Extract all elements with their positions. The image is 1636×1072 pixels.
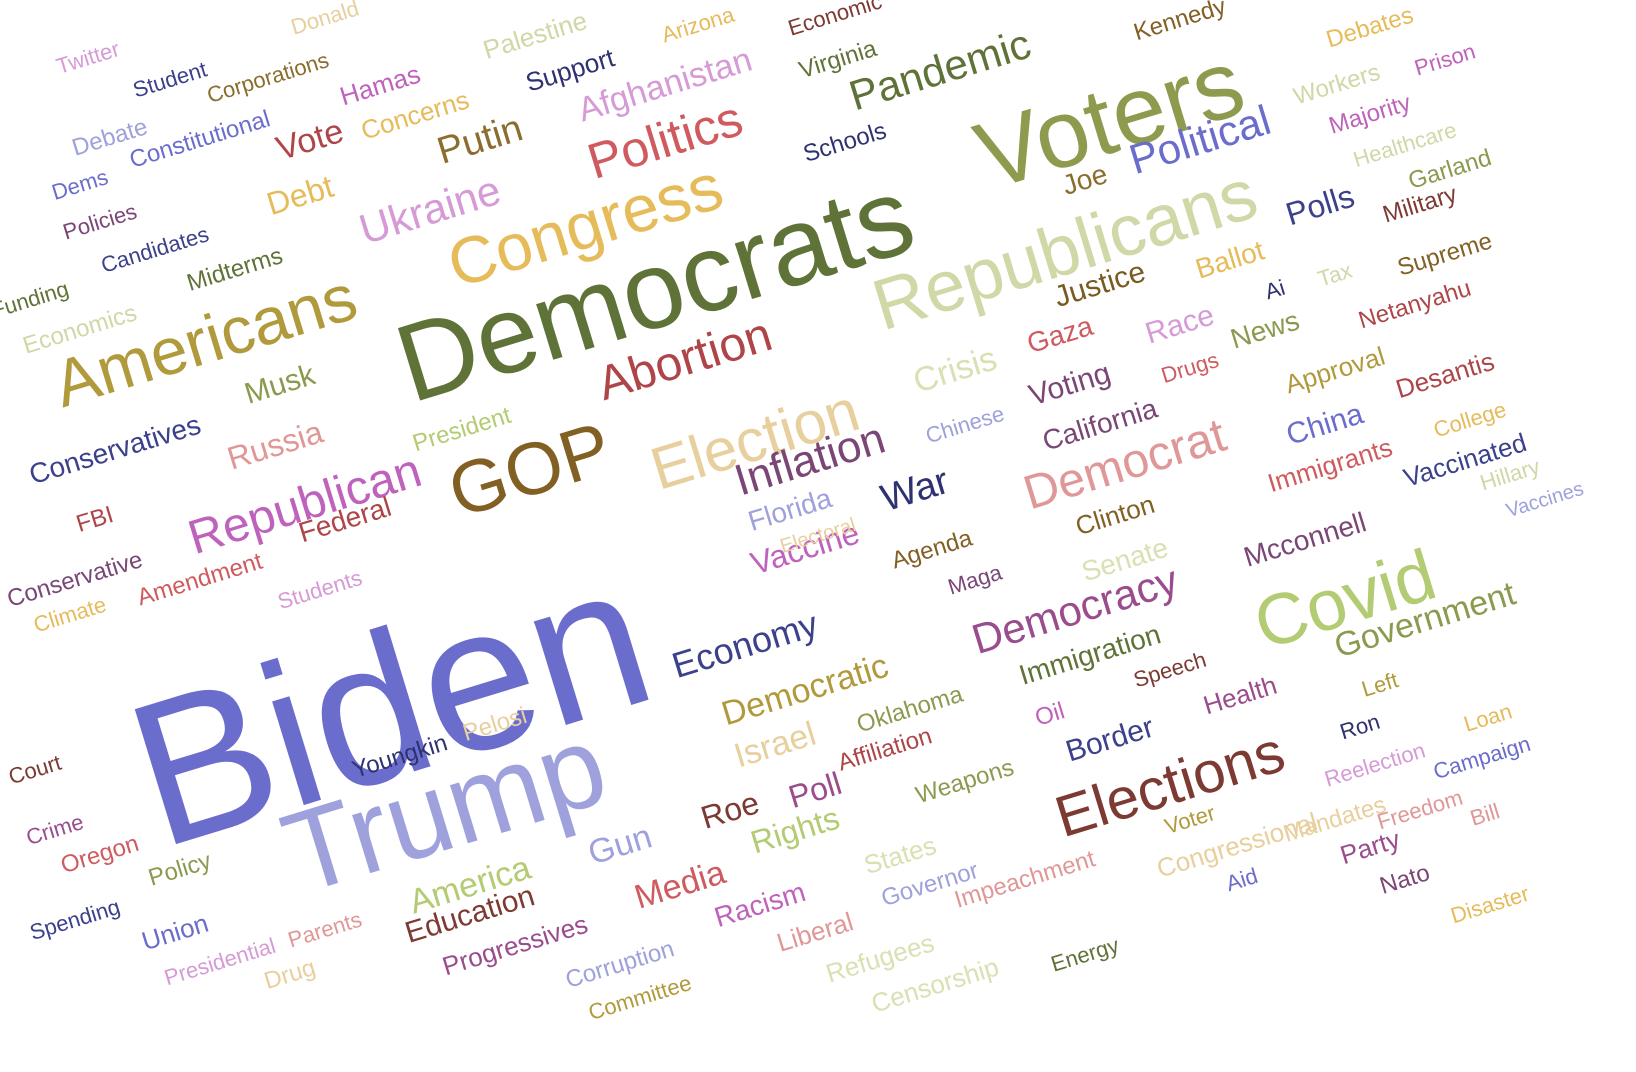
word-agenda: Agenda <box>888 524 976 575</box>
word-debt: Debt <box>262 167 338 223</box>
word-economic: Economic <box>785 0 885 41</box>
word-policies: Policies <box>59 198 140 245</box>
word-twitter: Twitter <box>53 36 123 79</box>
word-weapons: Weapons <box>912 753 1018 810</box>
word-funding: Funding <box>0 275 72 324</box>
word-ron: Ron <box>1336 708 1383 745</box>
word-fbi: FBI <box>73 501 117 538</box>
word-war: War <box>876 459 954 521</box>
word-oregon: Oregon <box>57 829 143 880</box>
word-arizona: Arizona <box>658 1 738 48</box>
word-news: News <box>1226 304 1303 355</box>
word-liberal: Liberal <box>773 906 857 958</box>
word-freedom: Freedom <box>1374 784 1466 835</box>
word-debates: Debates <box>1323 1 1417 54</box>
word-poll: Poll <box>784 764 846 816</box>
word-dems: Dems <box>48 164 111 205</box>
word-left: Left <box>1358 667 1402 702</box>
word-donald: Donald <box>287 0 362 40</box>
word-health: Health <box>1199 669 1281 721</box>
word-ai: Ai <box>1261 274 1288 305</box>
word-drugs: Drugs <box>1158 346 1222 389</box>
word-prison: Prison <box>1411 38 1479 81</box>
word-voting: Voting <box>1025 356 1115 413</box>
word-conservatives: Conservatives <box>25 408 205 491</box>
word-court: Court <box>5 749 65 790</box>
word-approval: Approval <box>1281 340 1389 400</box>
word-union: Union <box>138 907 212 957</box>
word-campaign: Campaign <box>1430 730 1534 785</box>
word-musk: Musk <box>240 358 319 411</box>
word-race: Race <box>1141 298 1219 351</box>
word-spending: Spending <box>26 893 123 946</box>
word-party: Party <box>1336 823 1404 871</box>
word-tax: Tax <box>1314 257 1355 292</box>
word-polls: Polls <box>1281 177 1359 233</box>
word-parents: Parents <box>284 906 365 953</box>
word-corporations: Corporations <box>203 47 332 108</box>
word-supreme: Supreme <box>1394 227 1496 282</box>
word-reelection: Reelection <box>1321 737 1429 792</box>
word-chinese: Chinese <box>922 400 1008 449</box>
word-energy: Energy <box>1047 932 1122 977</box>
word-desantis: Desantis <box>1392 345 1498 405</box>
word-oil: Oil <box>1031 697 1068 732</box>
word-constitutional: Constitutional <box>126 105 274 174</box>
word-gaza: Gaza <box>1023 309 1097 360</box>
word-speech: Speech <box>1130 646 1210 693</box>
word-drug: Drug <box>261 954 319 996</box>
word-loan: Loan <box>1460 698 1515 737</box>
word-nato: Nato <box>1376 859 1434 900</box>
word-student: Student <box>129 56 210 103</box>
word-vote: Vote <box>271 111 349 169</box>
word-disaster: Disaster <box>1447 880 1533 929</box>
word-crime: Crime <box>23 808 87 851</box>
word-immigrants: Immigrants <box>1264 431 1396 499</box>
word-bill: Bill <box>1467 798 1503 831</box>
word-aid: Aid <box>1222 862 1261 897</box>
word-russia: Russia <box>222 413 328 477</box>
word-crisis: Crisis <box>908 339 1002 401</box>
word-affiliation: Affiliation <box>834 722 936 777</box>
word-netanyahu: Netanyahu <box>1355 274 1475 335</box>
word-maga: Maga <box>944 559 1005 600</box>
